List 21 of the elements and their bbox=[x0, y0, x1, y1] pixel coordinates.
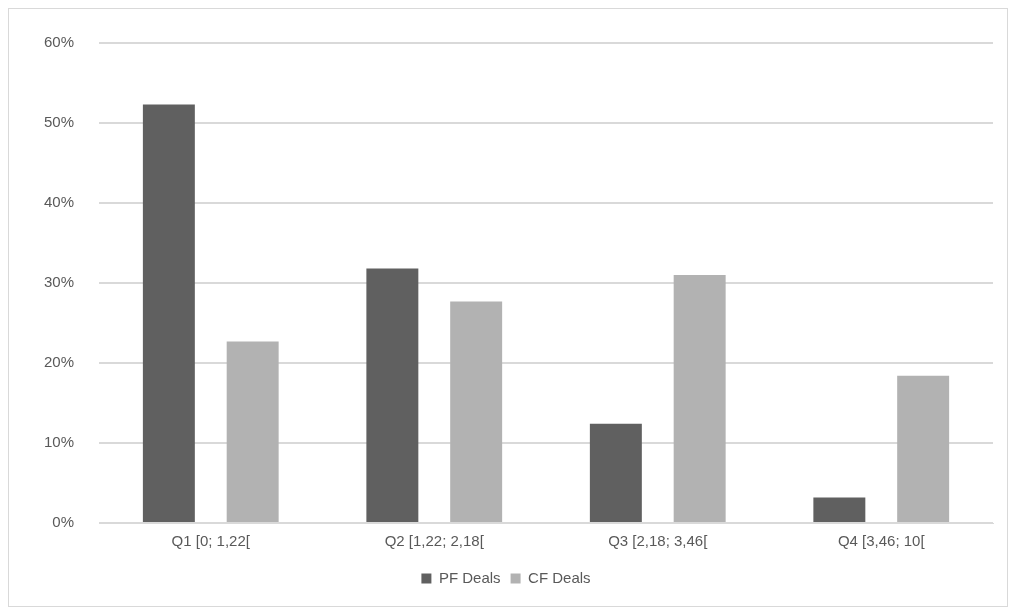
y-tick-label: 60% bbox=[43, 33, 75, 51]
x-tick-label: Q4 [3,46; 10[ bbox=[837, 532, 926, 550]
bar bbox=[673, 275, 726, 522]
bar bbox=[813, 497, 866, 522]
x-tick-label: Q3 [2,18; 3,46[ bbox=[608, 532, 709, 550]
bar bbox=[142, 104, 195, 522]
y-tick-label: 50% bbox=[43, 113, 75, 131]
y-tick-label: 10% bbox=[43, 433, 75, 451]
y-tick-label: 0% bbox=[52, 513, 75, 531]
bar bbox=[589, 423, 642, 522]
y-tick-label: 30% bbox=[43, 273, 75, 291]
bar bbox=[226, 341, 279, 522]
y-tick-label: 40% bbox=[43, 193, 75, 211]
x-tick-label: Q2 [1,22; 2,18[ bbox=[384, 532, 485, 550]
bar bbox=[897, 375, 950, 522]
y-tick-label: 20% bbox=[43, 353, 75, 371]
legend-label: PF Deals bbox=[438, 568, 501, 586]
x-tick-label: Q1 [0; 1,22[ bbox=[171, 532, 251, 550]
bar bbox=[450, 301, 503, 522]
legend-label: CF Deals bbox=[528, 568, 591, 586]
bar bbox=[366, 268, 419, 522]
